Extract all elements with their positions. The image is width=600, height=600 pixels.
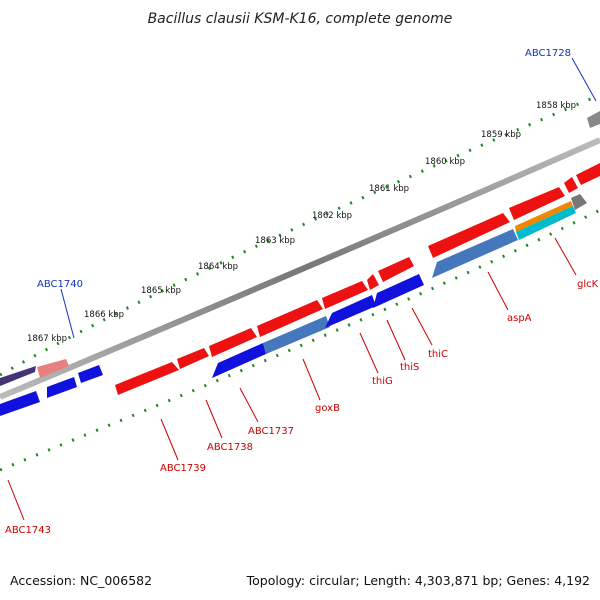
- gene-arrow[interactable]: [0, 391, 40, 416]
- gene-label-goxb[interactable]: goxB: [315, 403, 340, 414]
- reverse-strand-genes: [0, 194, 587, 416]
- gene-arrow[interactable]: [367, 274, 379, 290]
- tick-label: 1860 kbp: [425, 157, 465, 167]
- gene-arrow[interactable]: [509, 187, 565, 220]
- gene-arrow[interactable]: [257, 300, 323, 337]
- gene-label-aspa[interactable]: aspA: [507, 313, 532, 324]
- gene-label-thig[interactable]: thiG: [372, 376, 393, 387]
- gene-arrow[interactable]: [212, 343, 266, 378]
- gene-arrow[interactable]: [0, 366, 36, 386]
- gene-arrow[interactable]: [516, 206, 576, 240]
- gene-arrow[interactable]: [378, 257, 414, 282]
- gene-arrow[interactable]: [587, 111, 600, 128]
- gene-arrow[interactable]: [325, 295, 376, 328]
- gene-arrow[interactable]: [78, 365, 103, 383]
- gene-arrow[interactable]: [571, 194, 587, 210]
- map-title: Bacillus clausii KSM-K16, complete genom…: [148, 11, 453, 27]
- gene-arrow[interactable]: [432, 229, 518, 278]
- gene-arrow[interactable]: [576, 163, 600, 185]
- gene-label-abc1743[interactable]: ABC1743: [5, 525, 51, 536]
- gene-label-thic[interactable]: thiC: [428, 349, 448, 360]
- genome-backbone: [0, 137, 600, 400]
- tick-label: 1863 kbp: [255, 236, 295, 246]
- gene-arrow[interactable]: [37, 359, 69, 378]
- gene-arrow[interactable]: [515, 201, 573, 232]
- inner-tick-ruler: [0, 208, 600, 472]
- gene-label-glck[interactable]: glcK: [577, 279, 599, 290]
- gene-label-abc1739[interactable]: ABC1739: [160, 463, 206, 474]
- outer-tick-ruler: [0, 93, 600, 377]
- gene-arrow[interactable]: [373, 274, 424, 308]
- tick-label: 1862 kbp: [312, 211, 352, 221]
- gene-label-abc1740[interactable]: ABC1740: [37, 279, 83, 290]
- tick-label: 1867 kbp: [27, 334, 67, 344]
- gene-arrow[interactable]: [209, 328, 257, 357]
- label-leaders: [7, 57, 597, 521]
- genome-info-text: Topology: circular; Length: 4,303,871 bp…: [246, 573, 590, 588]
- tick-label: 1865 kbp: [141, 286, 181, 296]
- tick-label: 1864 kbp: [198, 262, 238, 272]
- gene-label-abc1738[interactable]: ABC1738: [207, 442, 253, 453]
- tick-label: 1861 kbp: [369, 184, 409, 194]
- gene-arrow[interactable]: [177, 348, 209, 369]
- gene-label-abc1728[interactable]: ABC1728: [525, 48, 571, 59]
- gene-arrow[interactable]: [47, 377, 77, 398]
- tick-label: 1858 kbp: [536, 101, 576, 111]
- tick-labels: 1858 kbp 1859 kbp 1860 kbp 1861 kbp 1862…: [27, 101, 576, 344]
- gene-label-abc1737[interactable]: ABC1737: [248, 426, 294, 437]
- gene-arrow[interactable]: [115, 362, 179, 395]
- gene-arrow[interactable]: [564, 177, 578, 193]
- accession-text: Accession: NC_006582: [10, 573, 152, 588]
- gene-arrow[interactable]: [263, 316, 330, 354]
- tick-label: 1859 kbp: [481, 130, 521, 140]
- tick-label: 1866 kbp: [84, 310, 124, 320]
- gene-arrow[interactable]: [428, 213, 510, 258]
- gene-label-this[interactable]: thiS: [400, 362, 419, 373]
- forward-strand-genes: [0, 111, 600, 395]
- gene-labels: ABC1728 ABC1740 glcK aspA thiC thiS thiG…: [5, 48, 599, 536]
- gene-arrow[interactable]: [322, 281, 368, 309]
